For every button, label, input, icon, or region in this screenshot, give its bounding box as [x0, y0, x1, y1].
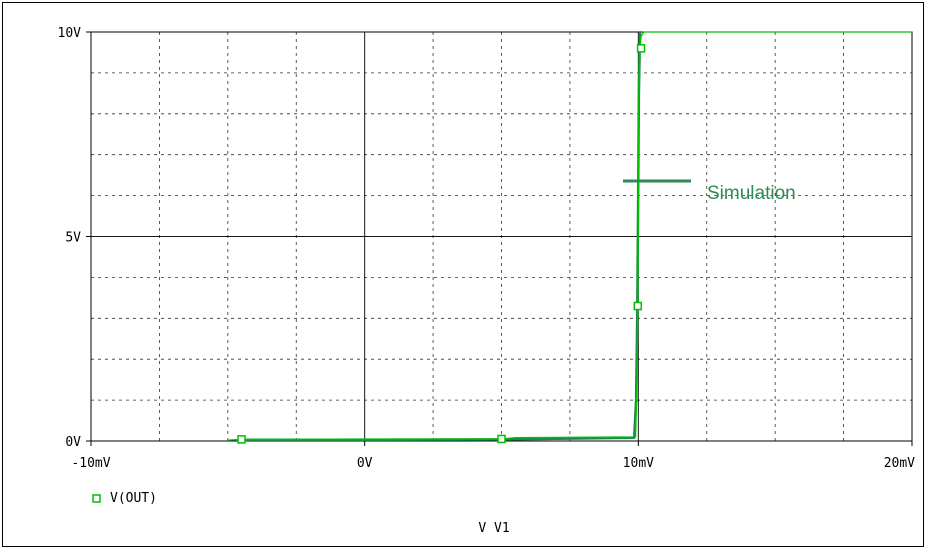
- legend: V(OUT): [92, 491, 157, 506]
- series-marker: [633, 301, 643, 311]
- x-tick-label: 0V: [357, 456, 373, 471]
- x-tick-label: -10mV: [71, 456, 110, 471]
- annotation-layer: Simulation: [623, 179, 796, 204]
- series-marker: [497, 434, 506, 444]
- series-marker: [237, 435, 246, 444]
- y-tick-label: 10V: [58, 26, 82, 41]
- series-marker: [636, 44, 646, 53]
- y-tick-label: 5V: [65, 231, 81, 246]
- x-axis-label: V V1: [478, 521, 509, 536]
- legend-marker: [92, 494, 101, 503]
- x-tick-label: 20mV: [884, 456, 915, 471]
- annotation-simulation: Simulation: [707, 183, 796, 204]
- series-line-v-out: [227, 31, 912, 441]
- legend-label: V(OUT): [110, 491, 157, 506]
- y-tick-label: 0V: [65, 435, 81, 450]
- x-tick-label: 10mV: [623, 456, 654, 471]
- series-layer: [227, 31, 912, 444]
- grid-layer: [91, 32, 912, 441]
- series-line-unnamed: [241, 31, 642, 442]
- tick-layer: -10mV 0V 10mV 20mV 0V 5V 10V: [58, 26, 916, 471]
